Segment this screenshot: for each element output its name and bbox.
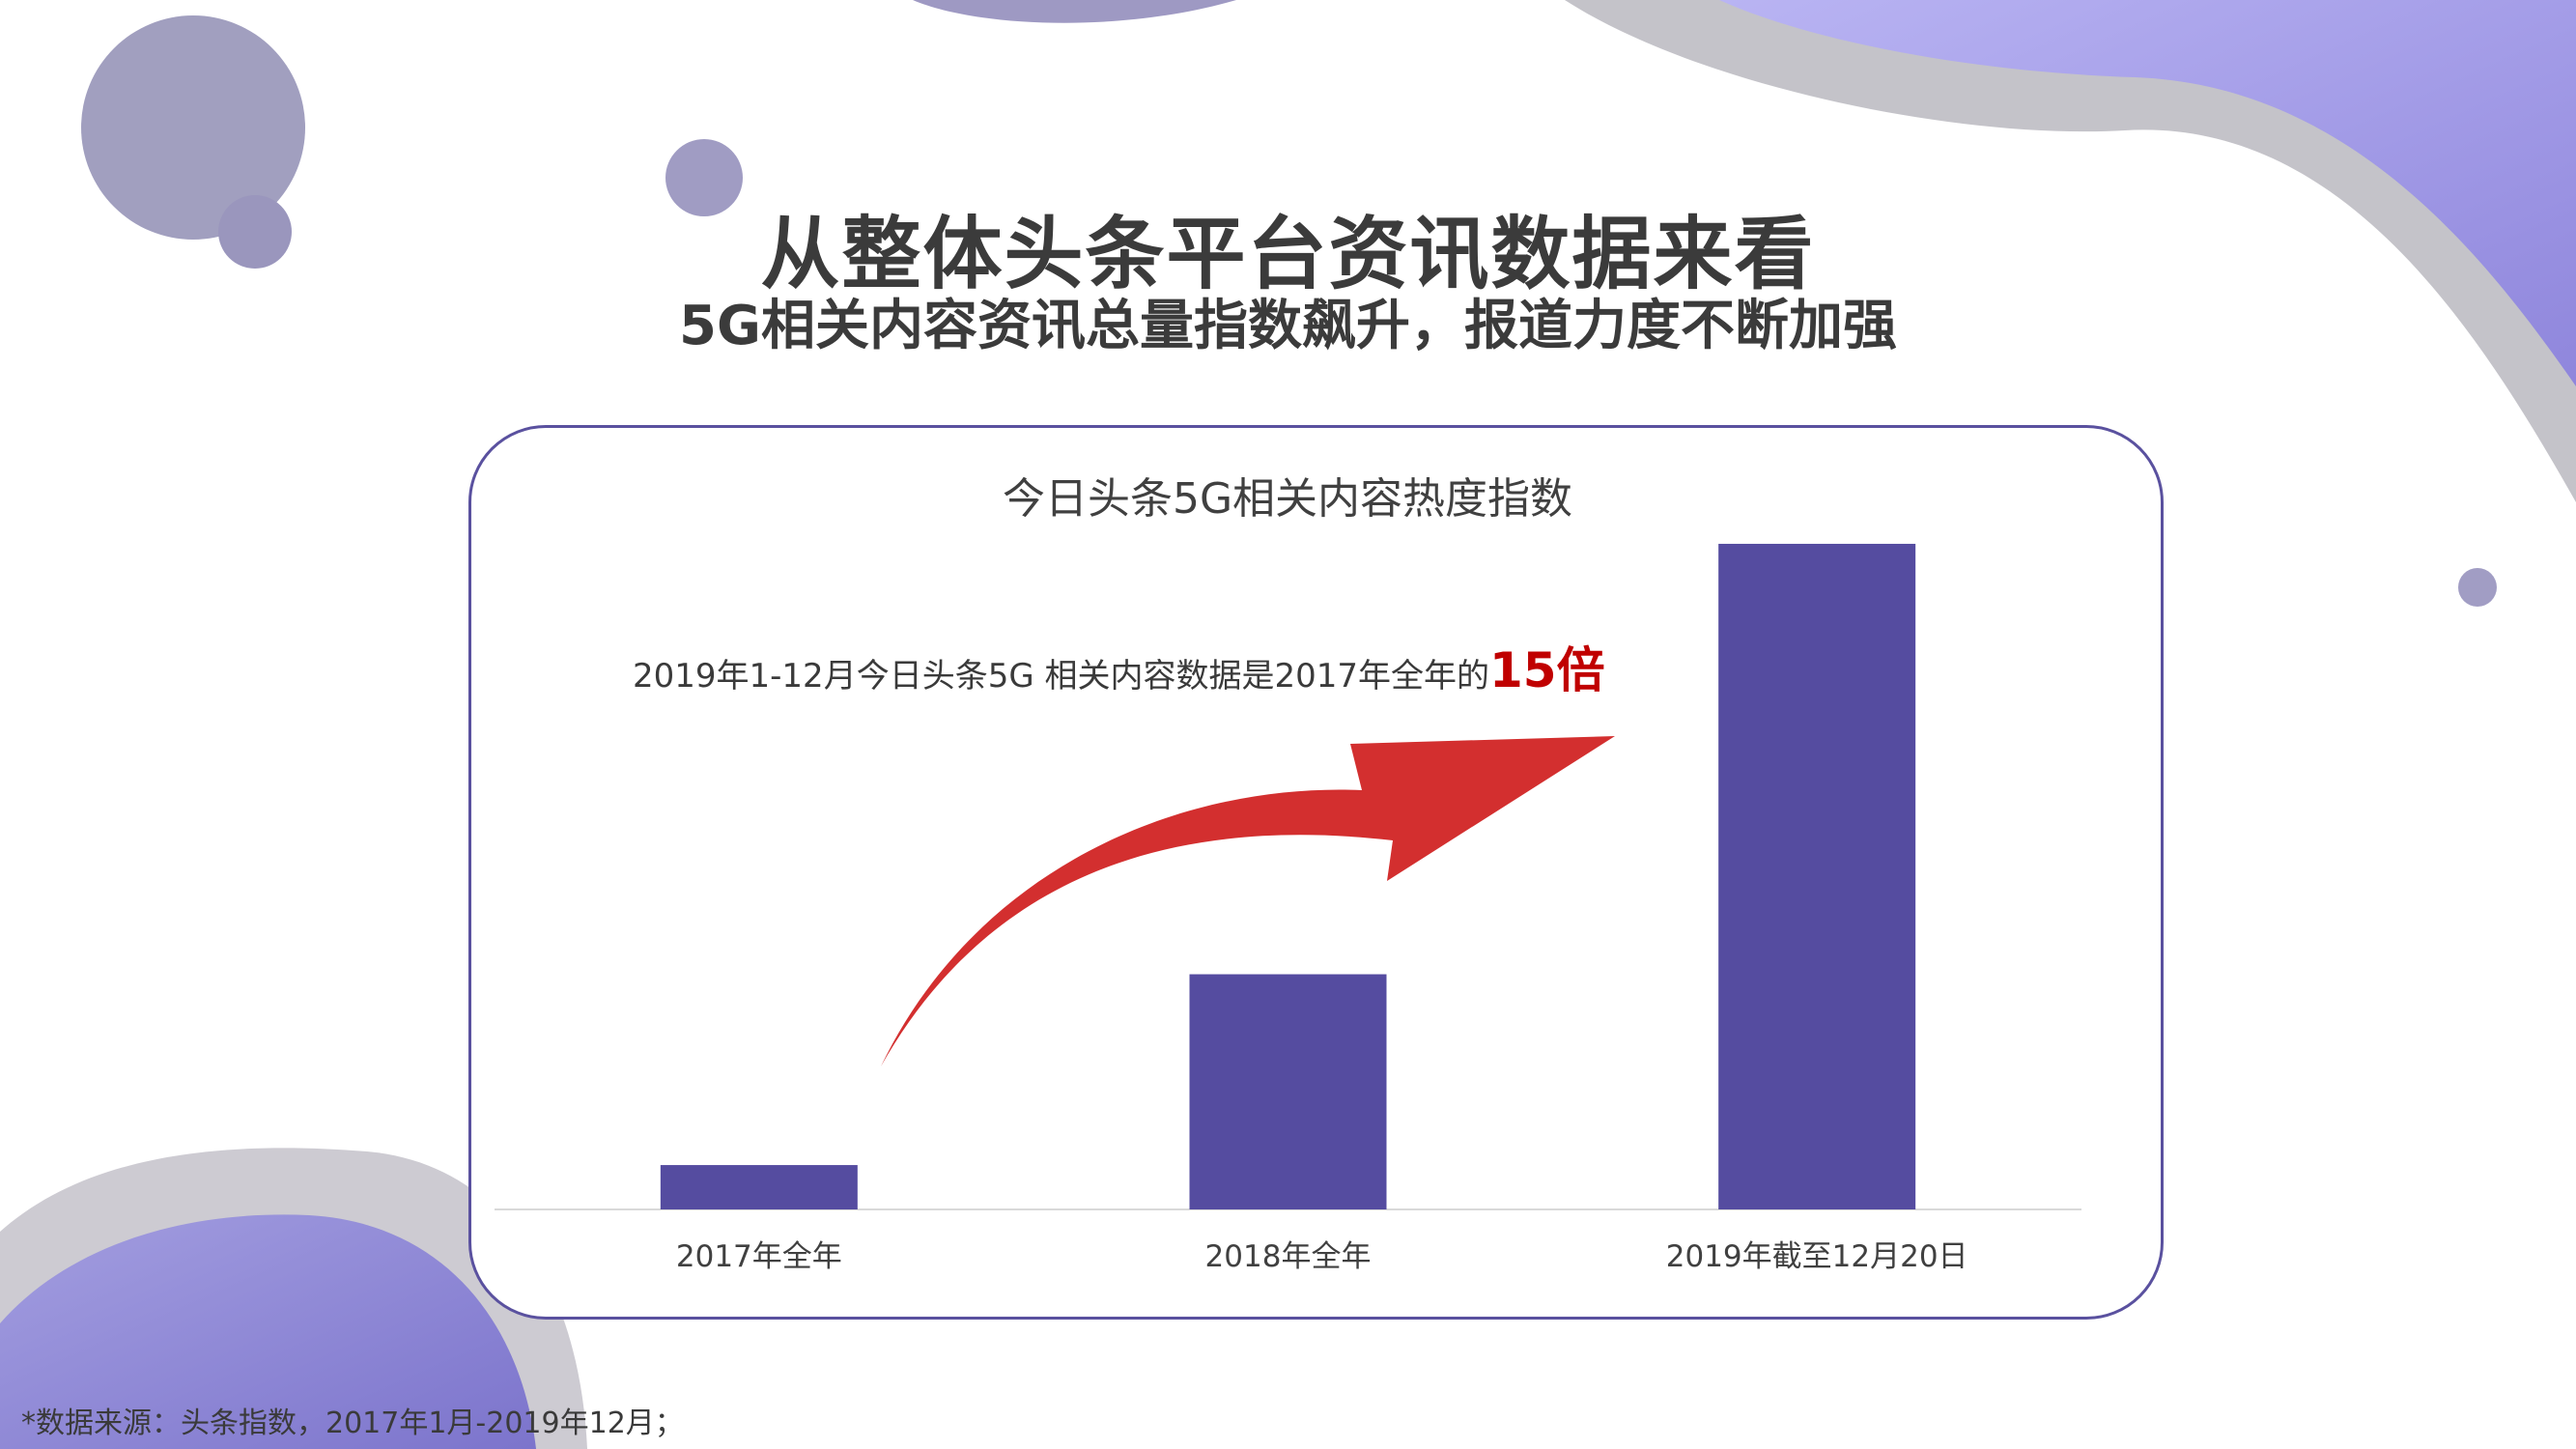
- bar-3: [1718, 543, 1916, 1209]
- page-subtitle: 5G相关内容资讯总量指数飙升，报道力度不断加强: [679, 295, 1897, 357]
- x-tick-label-2: 2018年全年: [1205, 1239, 1372, 1274]
- chart-annotation: 2019年1-12月今日头条5G 相关内容数据是2017年全年的15倍: [633, 642, 1605, 698]
- chart-title: 今日头条5G相关内容热度指数: [1003, 474, 1572, 524]
- bar-group: [660, 543, 1916, 1209]
- small-floating-circle: [665, 139, 743, 216]
- x-tick-label-1: 2017年全年: [676, 1239, 842, 1274]
- annotation-highlight: 15倍: [1489, 642, 1605, 698]
- trend-arrow-icon: [881, 736, 1615, 1066]
- page-title: 从整体头条平台资讯数据来看: [760, 209, 1816, 300]
- data-source-footnote: *数据来源：头条指数，2017年1月-2019年12月；: [21, 1406, 684, 1440]
- x-tick-labels: 2017年全年 2018年全年 2019年截至12月20日: [676, 1239, 1968, 1274]
- bar-2: [1189, 974, 1387, 1209]
- top-center-blob: [913, 0, 1236, 23]
- top-left-large-circle: [81, 15, 305, 240]
- bar-1: [660, 1165, 858, 1209]
- top-left-small-circle: [218, 195, 292, 269]
- right-dot-circle: [2458, 568, 2497, 607]
- bottom-left-purple-blob: [0, 1214, 536, 1449]
- top-right-purple-wave: [1719, 0, 2576, 386]
- x-tick-label-3: 2019年截至12月20日: [1666, 1239, 1968, 1274]
- annotation-text: 2019年1-12月今日头条5G 相关内容数据是2017年全年的: [633, 657, 1489, 696]
